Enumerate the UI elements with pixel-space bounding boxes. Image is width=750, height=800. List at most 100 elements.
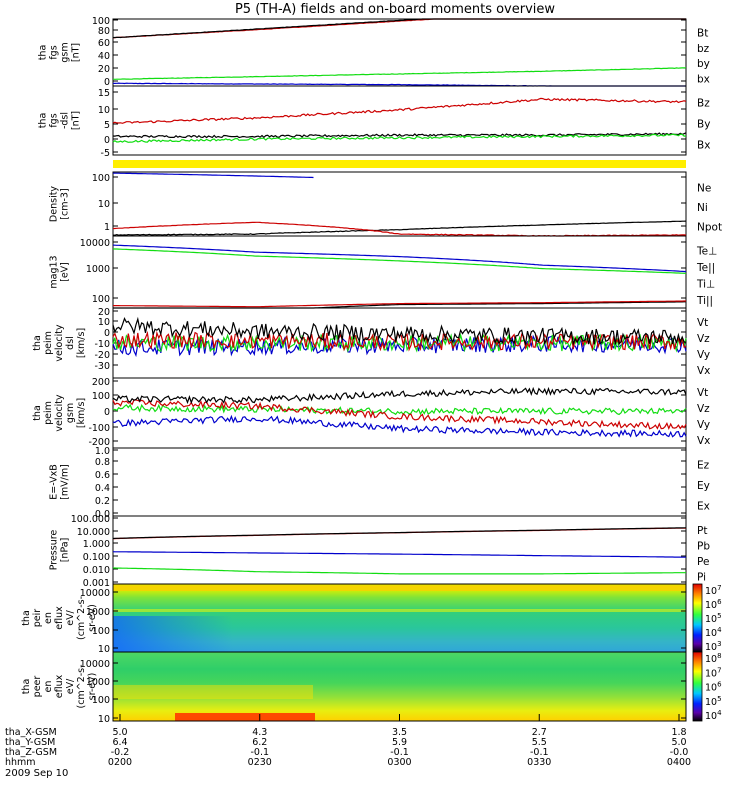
y-axis-label: fgs	[49, 113, 60, 127]
y-tick-label: 1000	[86, 607, 110, 618]
legend-label: Ne	[697, 183, 711, 195]
y-tick-label: 10	[98, 317, 110, 328]
series-line-Pe	[113, 567, 686, 575]
y-tick-label: 100	[92, 173, 110, 184]
y-tick-label: 0.010	[83, 565, 110, 576]
y-tick-label: 0.100	[83, 552, 110, 563]
series-line-Ti||	[112, 248, 686, 274]
y-tick-label: 15	[98, 88, 110, 99]
colorbar-tick-label: 104	[705, 626, 722, 639]
legend-label: Bt	[697, 28, 708, 40]
panel-frame	[112, 235, 687, 309]
y-tick-label: 1	[104, 222, 110, 233]
series-line-Ti⊥	[112, 244, 687, 273]
y-tick-label: 0	[104, 407, 110, 418]
y-axis-label: tha	[38, 45, 49, 61]
y-tick-label: 60	[98, 38, 110, 49]
panel-temperature: 100 1000 10000 mag13 [eV] Te⊥ Te|| Ti⊥ Ti||	[49, 235, 717, 309]
y-axis-label: dsl	[65, 336, 76, 350]
y-axis-label: eV/	[65, 609, 76, 625]
x-axis-value: 1.8	[671, 727, 686, 738]
x-axis-value: 0200	[108, 757, 132, 768]
y-axis-label: peim	[43, 401, 54, 425]
series-line-Vt	[112, 386, 687, 405]
series-line-Ne	[113, 221, 687, 237]
legend-label: bz	[697, 43, 710, 55]
series-line-Bt	[112, 18, 686, 39]
y-tick-label: 200	[92, 377, 110, 388]
colorbar-tick-label: 107	[705, 584, 722, 597]
legend-label: Vt	[697, 387, 708, 399]
panel-frame	[112, 171, 687, 237]
y-axis-label: -dsl	[60, 112, 71, 129]
y-tick-label: 10000	[80, 659, 110, 670]
y-tick-label: 80	[98, 26, 110, 37]
series-line-Ni	[112, 220, 687, 236]
x-axis-value: 0400	[667, 757, 691, 768]
series-line-By	[112, 133, 687, 143]
y-tick-label: 20	[98, 307, 110, 318]
colorbar-tick-label: 107	[705, 666, 722, 679]
panel-peim-velocity-gsm: -200 -100 0 100 200 tha peim velocity gsm [km/s] V…	[32, 377, 710, 449]
date-label: 2009 Sep 10	[5, 768, 68, 779]
x-axis-row-label: hhmm	[5, 757, 36, 768]
spectrogram-image	[113, 652, 686, 721]
y-axis-label: fgs	[49, 45, 60, 59]
colorbar-tick-label: 105	[705, 612, 722, 625]
legend-label: Vz	[697, 403, 710, 415]
y-axis-label: mag13	[49, 255, 60, 288]
y-axis-label: sr-eV)	[87, 604, 98, 632]
y-tick-label: 10	[98, 199, 110, 210]
x-axis-value: 5.0	[112, 727, 127, 738]
y-axis-label: [nT]	[71, 111, 82, 130]
y-axis-label: [nPa]	[60, 538, 71, 563]
legend-label: by	[697, 58, 710, 70]
y-axis-label: eflux	[54, 606, 65, 630]
y-axis-label: [km/s]	[76, 328, 87, 358]
y-tick-label: 0.6	[95, 470, 110, 481]
series-line-Vt	[112, 316, 687, 347]
y-axis-label: [eV]	[60, 262, 71, 282]
y-tick-label: 100	[92, 695, 110, 706]
x-axis-value: 0300	[387, 757, 411, 768]
y-tick-label: 100.000	[71, 514, 110, 525]
y-tick-label: 1.0	[95, 446, 110, 457]
colorbar-tick-label: 105	[705, 695, 722, 708]
y-tick-label: 0.001	[83, 578, 110, 589]
legend-label: Pb	[697, 540, 710, 552]
y-tick-label: 100	[92, 294, 110, 305]
y-tick-label: 0.0	[95, 509, 110, 520]
y-tick-label: -30	[94, 361, 110, 372]
series-line-bz	[112, 18, 686, 39]
y-axis-label: tha	[32, 405, 43, 421]
legend-label: By	[697, 119, 710, 131]
y-axis-label: tha	[32, 335, 43, 351]
colorbar	[692, 651, 703, 722]
legend-label: Vx	[697, 365, 710, 377]
y-tick-label: 0	[104, 77, 110, 88]
y-tick-label: 5	[104, 120, 110, 131]
series-line-Pt	[112, 527, 686, 540]
y-tick-label: 10	[98, 105, 110, 116]
x-axis-value: 2.7	[532, 727, 547, 738]
y-axis-label: tha	[21, 679, 32, 695]
legend-label: Pi	[697, 571, 706, 583]
series-line-Bz	[112, 97, 687, 124]
legend-label: Pe	[697, 556, 709, 568]
spectrogram-band	[113, 609, 686, 612]
y-tick-label: 0.4	[95, 483, 110, 494]
y-tick-label: 100	[92, 16, 110, 27]
spectrogram-band	[113, 586, 686, 591]
series-line-Te||	[113, 301, 686, 309]
x-axis-row-label: tha_X-GSM	[5, 727, 57, 738]
x-axis-value: 6.2	[252, 737, 267, 748]
y-tick-label: 100	[92, 626, 110, 637]
y-tick-label: 10000	[80, 238, 110, 249]
y-axis-label: eV/	[65, 678, 76, 694]
y-axis-label: gsm	[60, 42, 71, 62]
y-axis-label: (cm^2-s-	[76, 596, 87, 640]
legend-label: Ey	[697, 480, 710, 492]
spectrogram-band	[113, 685, 313, 699]
